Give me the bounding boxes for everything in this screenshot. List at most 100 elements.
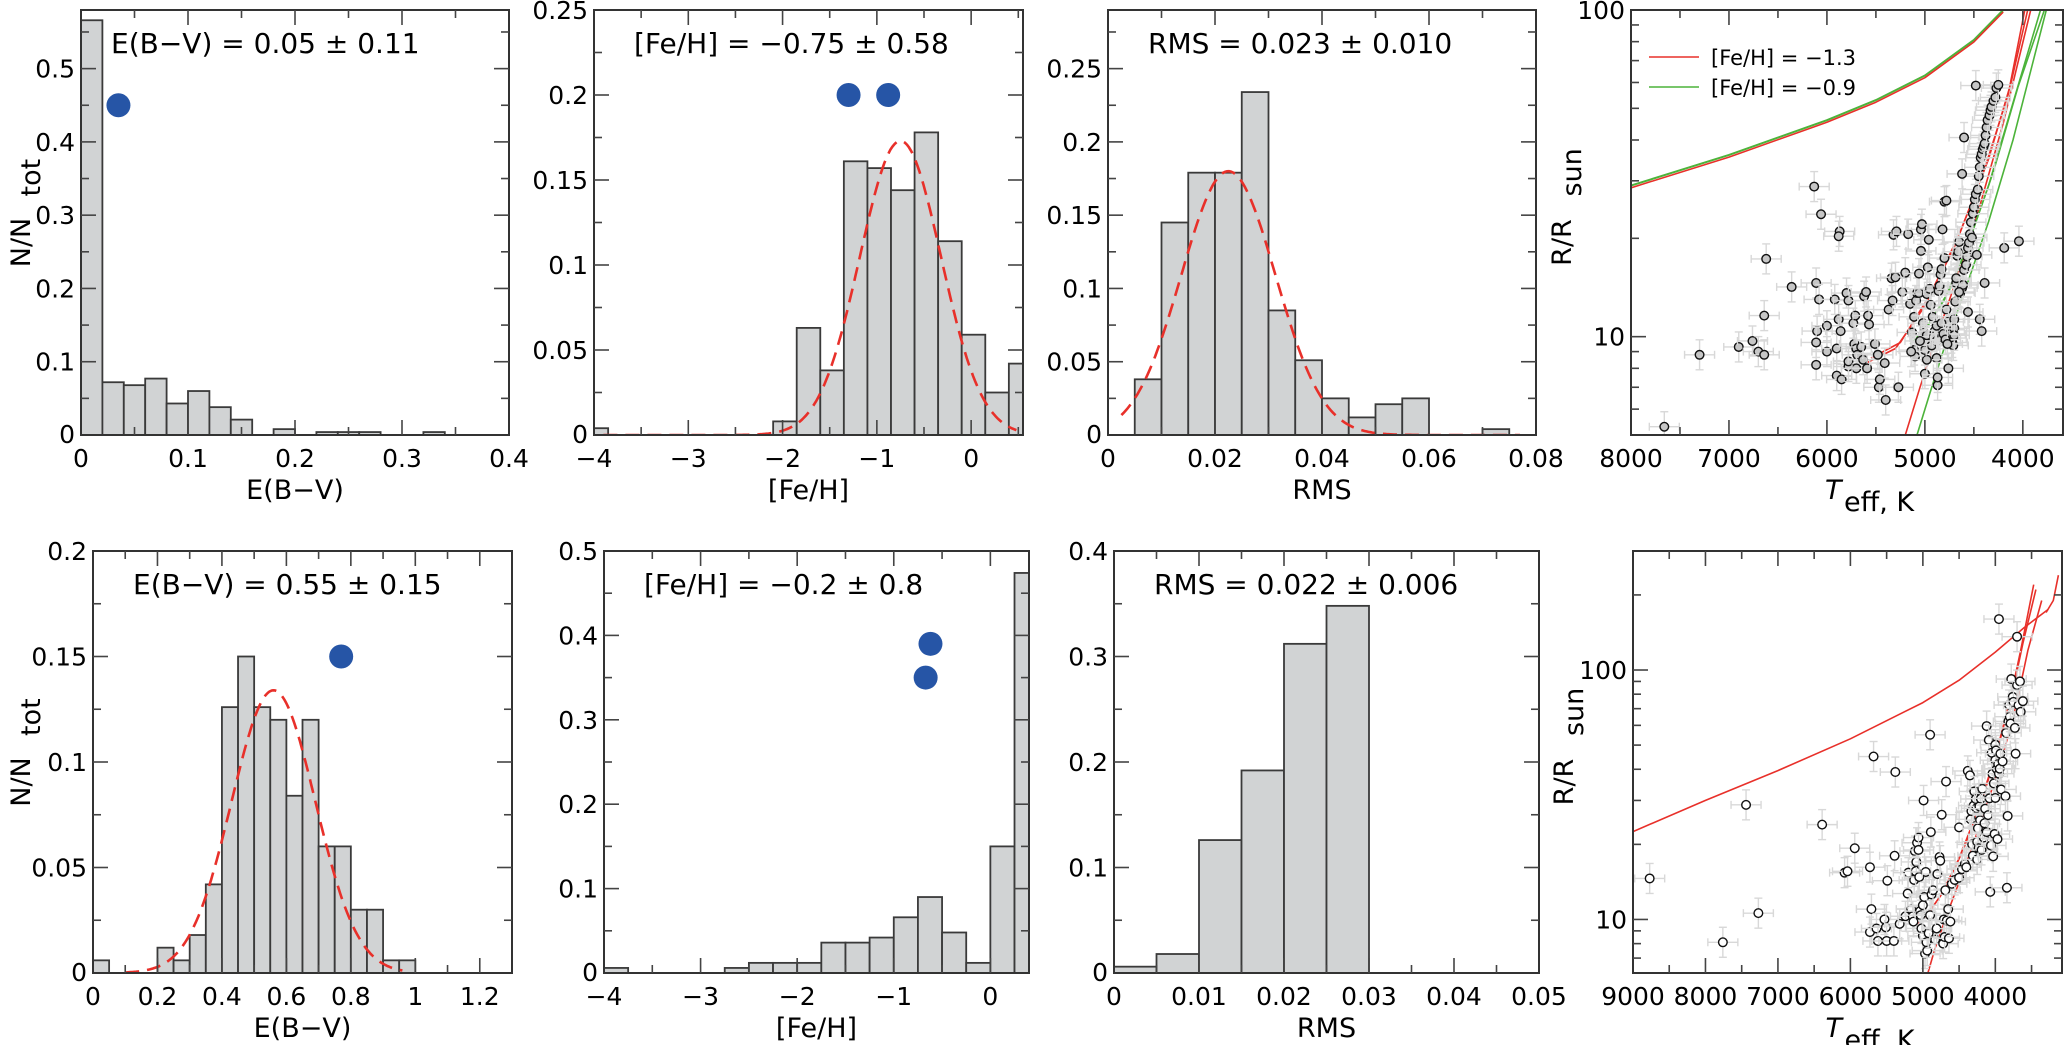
x-tick-label: 7000 <box>1697 444 1761 473</box>
x-tick-label: 0 <box>1100 444 1116 473</box>
x-tick-label: 0.1 <box>168 444 208 473</box>
data-point <box>1822 220 1855 252</box>
histogram-bar <box>1401 397 1430 435</box>
stat-annotation: [Fe/H] = −0.2 ± 0.8 <box>644 568 923 601</box>
histogram-bar <box>1155 953 1200 973</box>
point-marker <box>1954 872 1965 883</box>
plot-area <box>1633 575 2060 973</box>
histogram-bar <box>301 718 320 973</box>
y-tick-label: 0 <box>1086 420 1102 449</box>
reference-marker <box>836 83 861 107</box>
y-tick-label: 0.5 <box>35 55 75 84</box>
y-tick-label: 0.25 <box>1046 55 1102 84</box>
y-axis-label: R/R <box>1549 759 1580 806</box>
point-marker <box>2015 706 2026 717</box>
data-point <box>1869 347 1901 379</box>
histogram-bar <box>101 381 125 435</box>
point-marker <box>1922 262 1933 273</box>
data-point <box>1730 789 1762 821</box>
point-marker <box>2001 882 2012 893</box>
point-marker <box>2002 810 2013 821</box>
data-point <box>1864 363 1896 396</box>
point-marker <box>1759 310 1770 321</box>
histogram-bar <box>795 326 822 435</box>
histogram-bar <box>1187 171 1216 435</box>
y-tick-label: 100 <box>1577 0 1625 25</box>
histogram-bar <box>796 961 823 973</box>
point-marker <box>1972 184 1983 195</box>
histogram-bar <box>1240 769 1285 973</box>
data-point <box>2007 685 2039 717</box>
data-point <box>1952 296 1984 328</box>
data-point <box>1857 740 1890 773</box>
y-tick-label: 0.4 <box>35 128 75 157</box>
data-point <box>1850 276 1882 308</box>
histogram-bar <box>941 931 968 973</box>
histogram-bar <box>819 369 845 435</box>
histogram-bar <box>187 390 211 435</box>
y-tick-label: 0.1 <box>1062 274 1102 303</box>
data-point <box>1750 243 1782 275</box>
data-point <box>1960 69 1992 102</box>
data-point <box>1934 905 1967 938</box>
data-point <box>1902 834 1935 866</box>
y-axis-label-group: R/R sun <box>1547 148 1588 266</box>
point-marker <box>1915 245 1926 256</box>
point-marker <box>2010 748 2021 759</box>
data-point <box>1876 284 1909 317</box>
y-tick-label: 0.1 <box>558 875 598 904</box>
point-marker <box>1954 822 1965 833</box>
y-tick-label: 0.2 <box>558 790 598 819</box>
x-tick-label: 0.6 <box>267 982 307 1011</box>
point-marker <box>2013 236 2024 247</box>
data-point <box>1854 851 1886 883</box>
data-point <box>1931 328 1964 360</box>
point-marker <box>1957 168 1968 179</box>
panel-ebv-bottom: 0 0.2 0.4 0.6 0.8 1 1.2 0 0.05 0.1 0.15 0.2 E(B−V) N/… <box>6 537 513 1044</box>
data-point <box>2003 225 2035 257</box>
x-tick-label: 0 <box>963 444 979 473</box>
point-marker <box>1962 306 1973 317</box>
point-marker <box>1882 875 1893 886</box>
data-point <box>1943 276 1975 308</box>
histogram-bar <box>172 959 191 973</box>
stat-annotation: [Fe/H] = −0.75 ± 0.58 <box>634 27 949 60</box>
point-marker <box>1961 862 1972 873</box>
point-marker <box>1644 873 1655 884</box>
data-point <box>1927 927 1959 960</box>
plot-frame <box>80 9 510 436</box>
y-tick-label: 0 <box>572 420 588 449</box>
data-point <box>1946 158 1978 190</box>
x-tick-label: −4 <box>576 444 613 473</box>
panel-feh-bottom: −4 −3 −2 −1 0 0 0.1 0.2 0.3 0.4 0.5 [Fe/H] [Fe/H] = … <box>558 537 1030 1044</box>
x-tick-label: 0.8 <box>331 982 371 1011</box>
point-marker <box>1981 721 1992 732</box>
y-tick-label: 0.4 <box>558 621 598 650</box>
x-tick-label: 1 <box>407 982 423 1011</box>
y-axis-label-subscript: tot <box>16 159 47 197</box>
y-tick-label: 0.2 <box>548 81 588 110</box>
point-marker <box>1759 349 1770 360</box>
y-tick-label: 0.15 <box>31 643 87 672</box>
data-point <box>1742 897 1775 929</box>
data-point <box>1948 121 1980 154</box>
x-tick-label: 0 <box>85 982 101 1011</box>
histogram-bar <box>890 189 916 435</box>
data-point <box>1982 69 2015 101</box>
gaussian-fit-curve <box>1120 169 1520 435</box>
histogram-bar <box>165 402 189 435</box>
point-marker <box>1935 855 1946 866</box>
y-axis-label-subscript: tot <box>16 698 47 736</box>
x-tick-label: −1 <box>858 444 895 473</box>
point-marker <box>1961 259 1972 270</box>
point-marker <box>1985 886 1996 897</box>
x-tick-label: 0 <box>982 982 998 1011</box>
x-tick-label: 9000 <box>1601 982 1665 1011</box>
x-tick-label: 0.2 <box>275 444 315 473</box>
x-tick-label: 0 <box>73 444 89 473</box>
point-marker <box>1921 354 1932 365</box>
histogram-bar <box>366 908 384 973</box>
point-marker <box>1954 287 1965 298</box>
point-marker <box>2017 696 2028 707</box>
x-tick-label: 0.3 <box>382 444 422 473</box>
